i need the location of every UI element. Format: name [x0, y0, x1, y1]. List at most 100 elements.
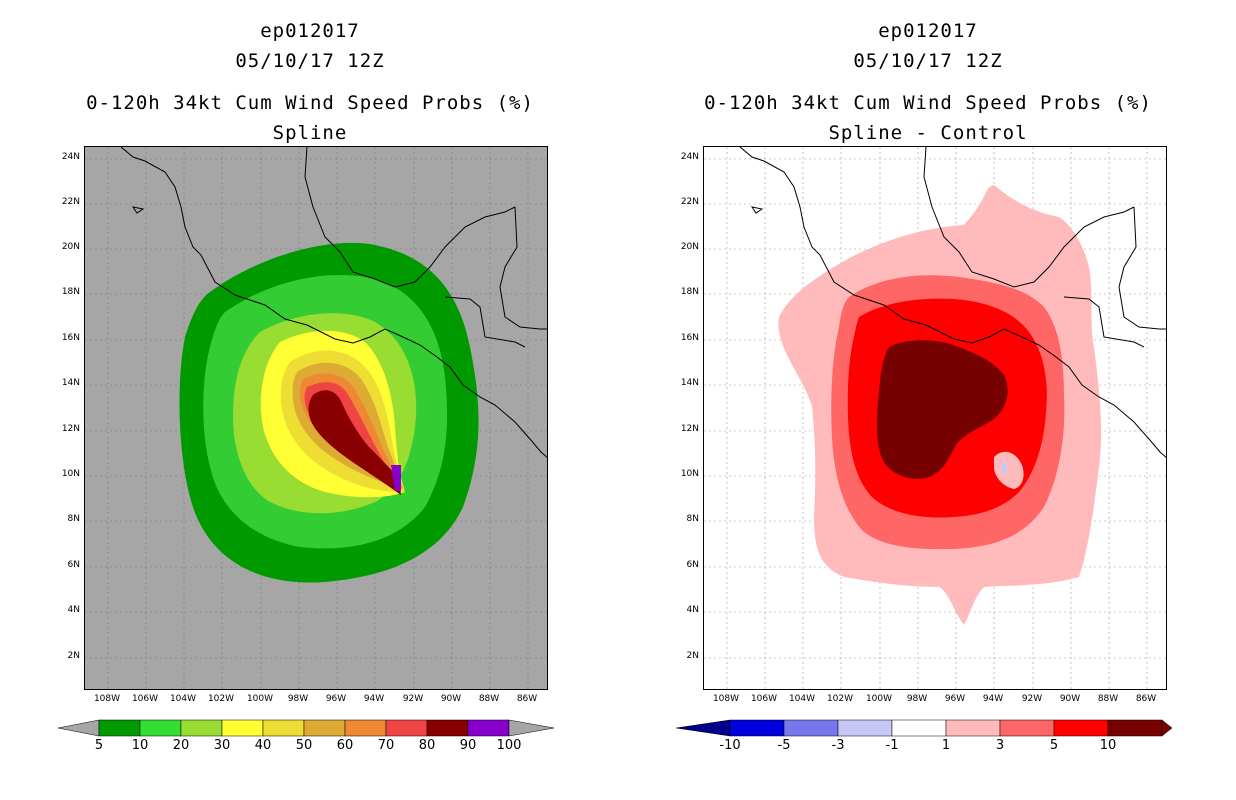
lat-label: 24N	[61, 152, 80, 162]
forecast-time: 05/10/17 12Z	[853, 50, 1003, 72]
colorbar-box	[98, 719, 141, 737]
lon-label: 96W	[944, 694, 966, 704]
lat-label: 12N	[61, 424, 80, 434]
lon-label: 104W	[788, 694, 816, 704]
gulf-coast	[923, 147, 1135, 288]
lon-label: 108W	[712, 694, 740, 704]
belize-guatemala-border	[444, 296, 526, 348]
left-colorbar	[58, 719, 554, 737]
contour-plus-10	[876, 340, 1008, 479]
colorbar-box	[837, 719, 893, 737]
lat-label: 10N	[61, 469, 80, 479]
left-panel-title: ep012017 05/10/17 12Z 0-120h 34kt Cum Wi…	[30, 16, 590, 148]
product-title: 0-120h 34kt Cum Wind Speed Probs (%)	[704, 92, 1152, 114]
lat-label: 4N	[67, 605, 80, 615]
lat-label: 14N	[680, 378, 699, 388]
colorbar-label: 90	[459, 738, 477, 753]
lat-label: 18N	[61, 287, 80, 297]
colorbar-label: 30	[213, 738, 231, 753]
lon-label: 86W	[1135, 694, 1157, 704]
right-map-panel	[703, 146, 1167, 690]
lon-label: 100W	[865, 694, 893, 704]
lon-label: 94W	[982, 694, 1004, 704]
baja-island	[131, 206, 145, 214]
lat-label: 12N	[680, 424, 699, 434]
storm-id: ep012017	[878, 20, 978, 42]
colorbar-high-end	[1161, 719, 1172, 737]
lat-label: 2N	[686, 651, 699, 661]
colorbar-label: 5	[94, 738, 104, 753]
colorbar-box	[999, 719, 1055, 737]
colorbar-box	[1053, 719, 1109, 737]
lon-label: 88W	[478, 694, 500, 704]
lon-label: 94W	[363, 694, 385, 704]
colorbar-box	[221, 719, 264, 737]
colorbar-label: 10	[131, 738, 149, 753]
lon-label: 100W	[246, 694, 274, 704]
right-colorbar	[676, 719, 1172, 737]
baja-island	[750, 206, 764, 214]
lat-label: 24N	[680, 152, 699, 162]
yucatan-outline	[1118, 206, 1166, 330]
mexico-pacific-coast	[739, 147, 1166, 458]
lat-label: 22N	[61, 197, 80, 207]
colorbar-label: 50	[295, 738, 313, 753]
lon-label: 98W	[287, 694, 309, 704]
colorbar-box	[729, 719, 785, 737]
contour-minus-1	[1001, 463, 1007, 474]
lat-label: 22N	[680, 197, 699, 207]
colorbar-low-end	[58, 719, 100, 737]
lat-label: 20N	[61, 242, 80, 252]
colorbar-high-end	[508, 719, 554, 737]
lon-label: 104W	[169, 694, 197, 704]
lat-label: 8N	[686, 514, 699, 524]
colorbar-box	[344, 719, 387, 737]
left-map-svg	[85, 147, 547, 689]
lon-label: 106W	[131, 694, 159, 704]
colorbar-box	[385, 719, 428, 737]
gulf-coast	[304, 147, 516, 288]
colorbar-label: 5	[1049, 738, 1059, 753]
coastlines	[120, 147, 547, 458]
lon-label: 102W	[826, 694, 854, 704]
lat-label: 6N	[67, 560, 80, 570]
colorbar-label: 80	[418, 738, 436, 753]
colorbar-label: 1	[941, 738, 951, 753]
right-panel-title: ep012017 05/10/17 12Z 0-120h 34kt Cum Wi…	[648, 16, 1208, 148]
lon-label: 96W	[325, 694, 347, 704]
lon-label: 90W	[440, 694, 462, 704]
lon-label: 92W	[1021, 694, 1043, 704]
lat-label: 14N	[61, 378, 80, 388]
lat-label: 10N	[680, 469, 699, 479]
colorbar-box	[891, 719, 947, 737]
colorbar-label: -1	[885, 738, 899, 753]
colorbar-label: 60	[336, 738, 354, 753]
colorbar-box	[180, 719, 223, 737]
colorbar-label: -5	[777, 738, 791, 753]
probability-contours	[179, 242, 479, 583]
coastlines	[739, 147, 1166, 458]
lon-label: 88W	[1097, 694, 1119, 704]
lon-label: 92W	[402, 694, 424, 704]
yucatan-outline	[499, 206, 547, 330]
lon-label: 106W	[750, 694, 778, 704]
colorbar-box	[303, 719, 346, 737]
method-label: Spline - Control	[828, 122, 1028, 144]
product-title: 0-120h 34kt Cum Wind Speed Probs (%)	[86, 92, 534, 114]
colorbar-label: 70	[377, 738, 395, 753]
lat-label: 6N	[686, 560, 699, 570]
lon-label: 108W	[93, 694, 121, 704]
left-map-panel	[84, 146, 548, 690]
contour-80	[308, 390, 401, 495]
colorbar-box	[467, 719, 510, 737]
lat-label: 16N	[61, 333, 80, 343]
lat-label: 20N	[680, 242, 699, 252]
colorbar-box	[1107, 719, 1163, 737]
method-label: Spline	[272, 122, 348, 144]
contour-90	[391, 465, 401, 491]
colorbar-box	[139, 719, 182, 737]
colorbar-label: 100	[496, 738, 522, 753]
colorbar-box	[262, 719, 305, 737]
difference-contours	[778, 185, 1102, 625]
colorbar-low-end	[676, 719, 731, 737]
